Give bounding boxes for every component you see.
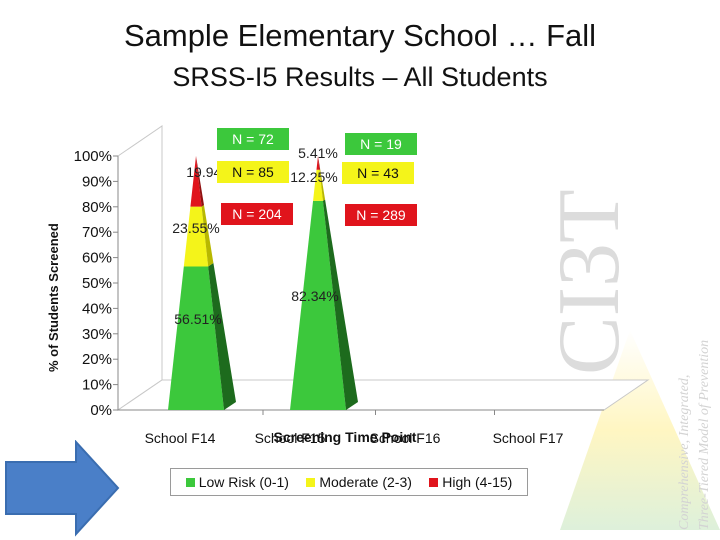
logo-line1: Comprehensive, Integrated, — [677, 375, 692, 530]
bar-segment — [190, 156, 202, 207]
y-tick-label: 90% — [82, 173, 112, 190]
data-label: 12.25% — [290, 169, 337, 185]
legend-item-low: Low Risk (0-1) — [185, 474, 289, 490]
legend-label-low: Low Risk (0-1) — [198, 474, 289, 490]
chart-bars — [168, 156, 358, 410]
n-label: N = 204 — [232, 206, 282, 222]
y-tick-label: 0% — [90, 402, 112, 419]
n-label-box — [217, 128, 289, 150]
legend-item-high: High (4-15) — [429, 474, 512, 490]
chart-legend: Low Risk (0-1) Moderate (2-3) High (4-15… — [170, 468, 528, 496]
x-tick-label: School F16 — [370, 430, 441, 446]
data-label: 82.34% — [291, 288, 338, 304]
legend-swatch-moderate — [306, 477, 316, 487]
n-label: N = 289 — [356, 207, 406, 223]
bar-segment — [183, 206, 209, 267]
x-tick-label: School F17 — [493, 430, 564, 446]
n-label: N = 43 — [357, 165, 399, 181]
bar-segment-side — [208, 262, 236, 410]
chart-axes: 0% 10% 20% 30% 40% 50% 60% 70% 80% 90% 100% School … — [74, 125, 650, 446]
x-tick-label: School F15 — [255, 430, 326, 446]
bar-segment — [313, 169, 323, 201]
chart-subtitle: SRSS-I5 Results – All Students — [172, 62, 548, 92]
logo-letters: CI3T — [560, 189, 638, 375]
y-tick-label: 100% — [74, 148, 112, 165]
bar-segment-side — [201, 205, 214, 267]
n-label-box — [345, 204, 417, 226]
y-tick-label: 10% — [82, 377, 112, 394]
bar-segment-side — [196, 156, 204, 207]
chart-title: Sample Elementary School … Fall — [123, 18, 597, 53]
n-label: N = 19 — [360, 136, 402, 152]
bar-segment-side — [319, 169, 326, 201]
bar-segment-side — [318, 156, 321, 170]
x-axis-label: Screening Time Point — [274, 429, 417, 445]
legend-item-moderate: Moderate (2-3) — [306, 474, 412, 490]
y-tick-label: 40% — [82, 300, 112, 317]
legend-label-moderate: Moderate (2-3) — [319, 474, 412, 490]
logo-line2: Three-Tiered Model of Prevention — [697, 340, 712, 530]
bar-segment — [316, 156, 320, 170]
y-tick-label: 50% — [82, 275, 112, 292]
bar-segment — [168, 266, 224, 410]
x-tick-label: School F14 — [145, 430, 216, 446]
n-label-box — [342, 162, 414, 184]
y-tick-label: 80% — [82, 199, 112, 216]
legend-swatch-low — [185, 477, 195, 487]
side-wall — [117, 125, 163, 411]
legend-swatch-high — [429, 477, 439, 487]
ci3t-logo-icon: CI3T Comprehensive, Integrated, Three-Ti… — [560, 189, 720, 530]
n-label: N = 72 — [232, 131, 274, 147]
bar-segment-side — [322, 199, 358, 410]
n-label: N = 85 — [232, 164, 274, 180]
data-label: 23.55% — [172, 220, 219, 236]
data-label: 56.51% — [174, 311, 221, 327]
data-label: 5.41% — [298, 145, 338, 161]
n-label-box — [217, 161, 289, 183]
y-axis-label: % of Students Screened — [46, 223, 61, 372]
bar-segment — [290, 200, 346, 410]
y-tick-label: 30% — [82, 326, 112, 343]
y-tick-label: 70% — [82, 224, 112, 241]
y-tick-label: 60% — [82, 250, 112, 267]
arrow-right-icon[interactable] — [2, 440, 122, 540]
n-label-box — [221, 203, 293, 225]
chart-labels: 56.51%23.55%19.94%N = 72N = 85N = 20482.… — [172, 128, 417, 327]
y-tick-label: 20% — [82, 351, 112, 368]
legend-label-high: High (4-15) — [442, 474, 513, 490]
n-label-box — [345, 133, 417, 155]
